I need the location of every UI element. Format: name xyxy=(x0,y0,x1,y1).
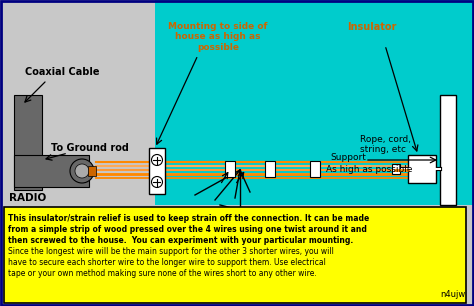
Bar xyxy=(4,207,466,303)
Bar xyxy=(14,95,42,190)
Bar xyxy=(149,148,165,194)
Bar xyxy=(14,155,89,187)
Text: To Ground rod: To Ground rod xyxy=(51,143,129,153)
Text: Insulator: Insulator xyxy=(347,22,397,32)
Bar xyxy=(225,161,235,177)
Bar xyxy=(408,155,436,183)
Text: have to secure each shorter wire to the longer wire to support them. Use electri: have to secure each shorter wire to the … xyxy=(8,258,326,267)
Text: then screwed to the house.  You can experiment with your particular mounting.: then screwed to the house. You can exper… xyxy=(8,236,353,245)
Bar xyxy=(265,161,275,177)
Text: As high as possible: As high as possible xyxy=(326,166,412,174)
Circle shape xyxy=(152,155,163,166)
Text: Since the longest wire will be the main support for the other 3 shorter wires, y: Since the longest wire will be the main … xyxy=(8,247,334,256)
Bar xyxy=(88,166,96,176)
Text: Coaxial Cable: Coaxial Cable xyxy=(25,67,99,77)
Text: RADIO: RADIO xyxy=(9,193,46,203)
Text: Support: Support xyxy=(330,154,366,162)
Text: Rope, cord,
string, etc: Rope, cord, string, etc xyxy=(360,135,411,155)
Circle shape xyxy=(75,164,89,178)
Circle shape xyxy=(70,159,94,183)
Text: This insulator/strain relief is used to keep strain off the connection. It can b: This insulator/strain relief is used to … xyxy=(8,214,369,223)
Text: Mounting to side of
house as high as
possible: Mounting to side of house as high as pos… xyxy=(168,22,268,52)
Circle shape xyxy=(152,177,163,188)
Text: from a simple strip of wood pressed over the 4 wires using one twist around it a: from a simple strip of wood pressed over… xyxy=(8,225,367,234)
Bar xyxy=(440,95,456,205)
Text: tape or your own method making sure none of the wires short to any other wire.: tape or your own method making sure none… xyxy=(8,269,317,278)
Bar xyxy=(155,0,474,205)
Text: n4ujw: n4ujw xyxy=(441,290,466,299)
Bar xyxy=(392,164,400,174)
Bar xyxy=(310,161,320,177)
